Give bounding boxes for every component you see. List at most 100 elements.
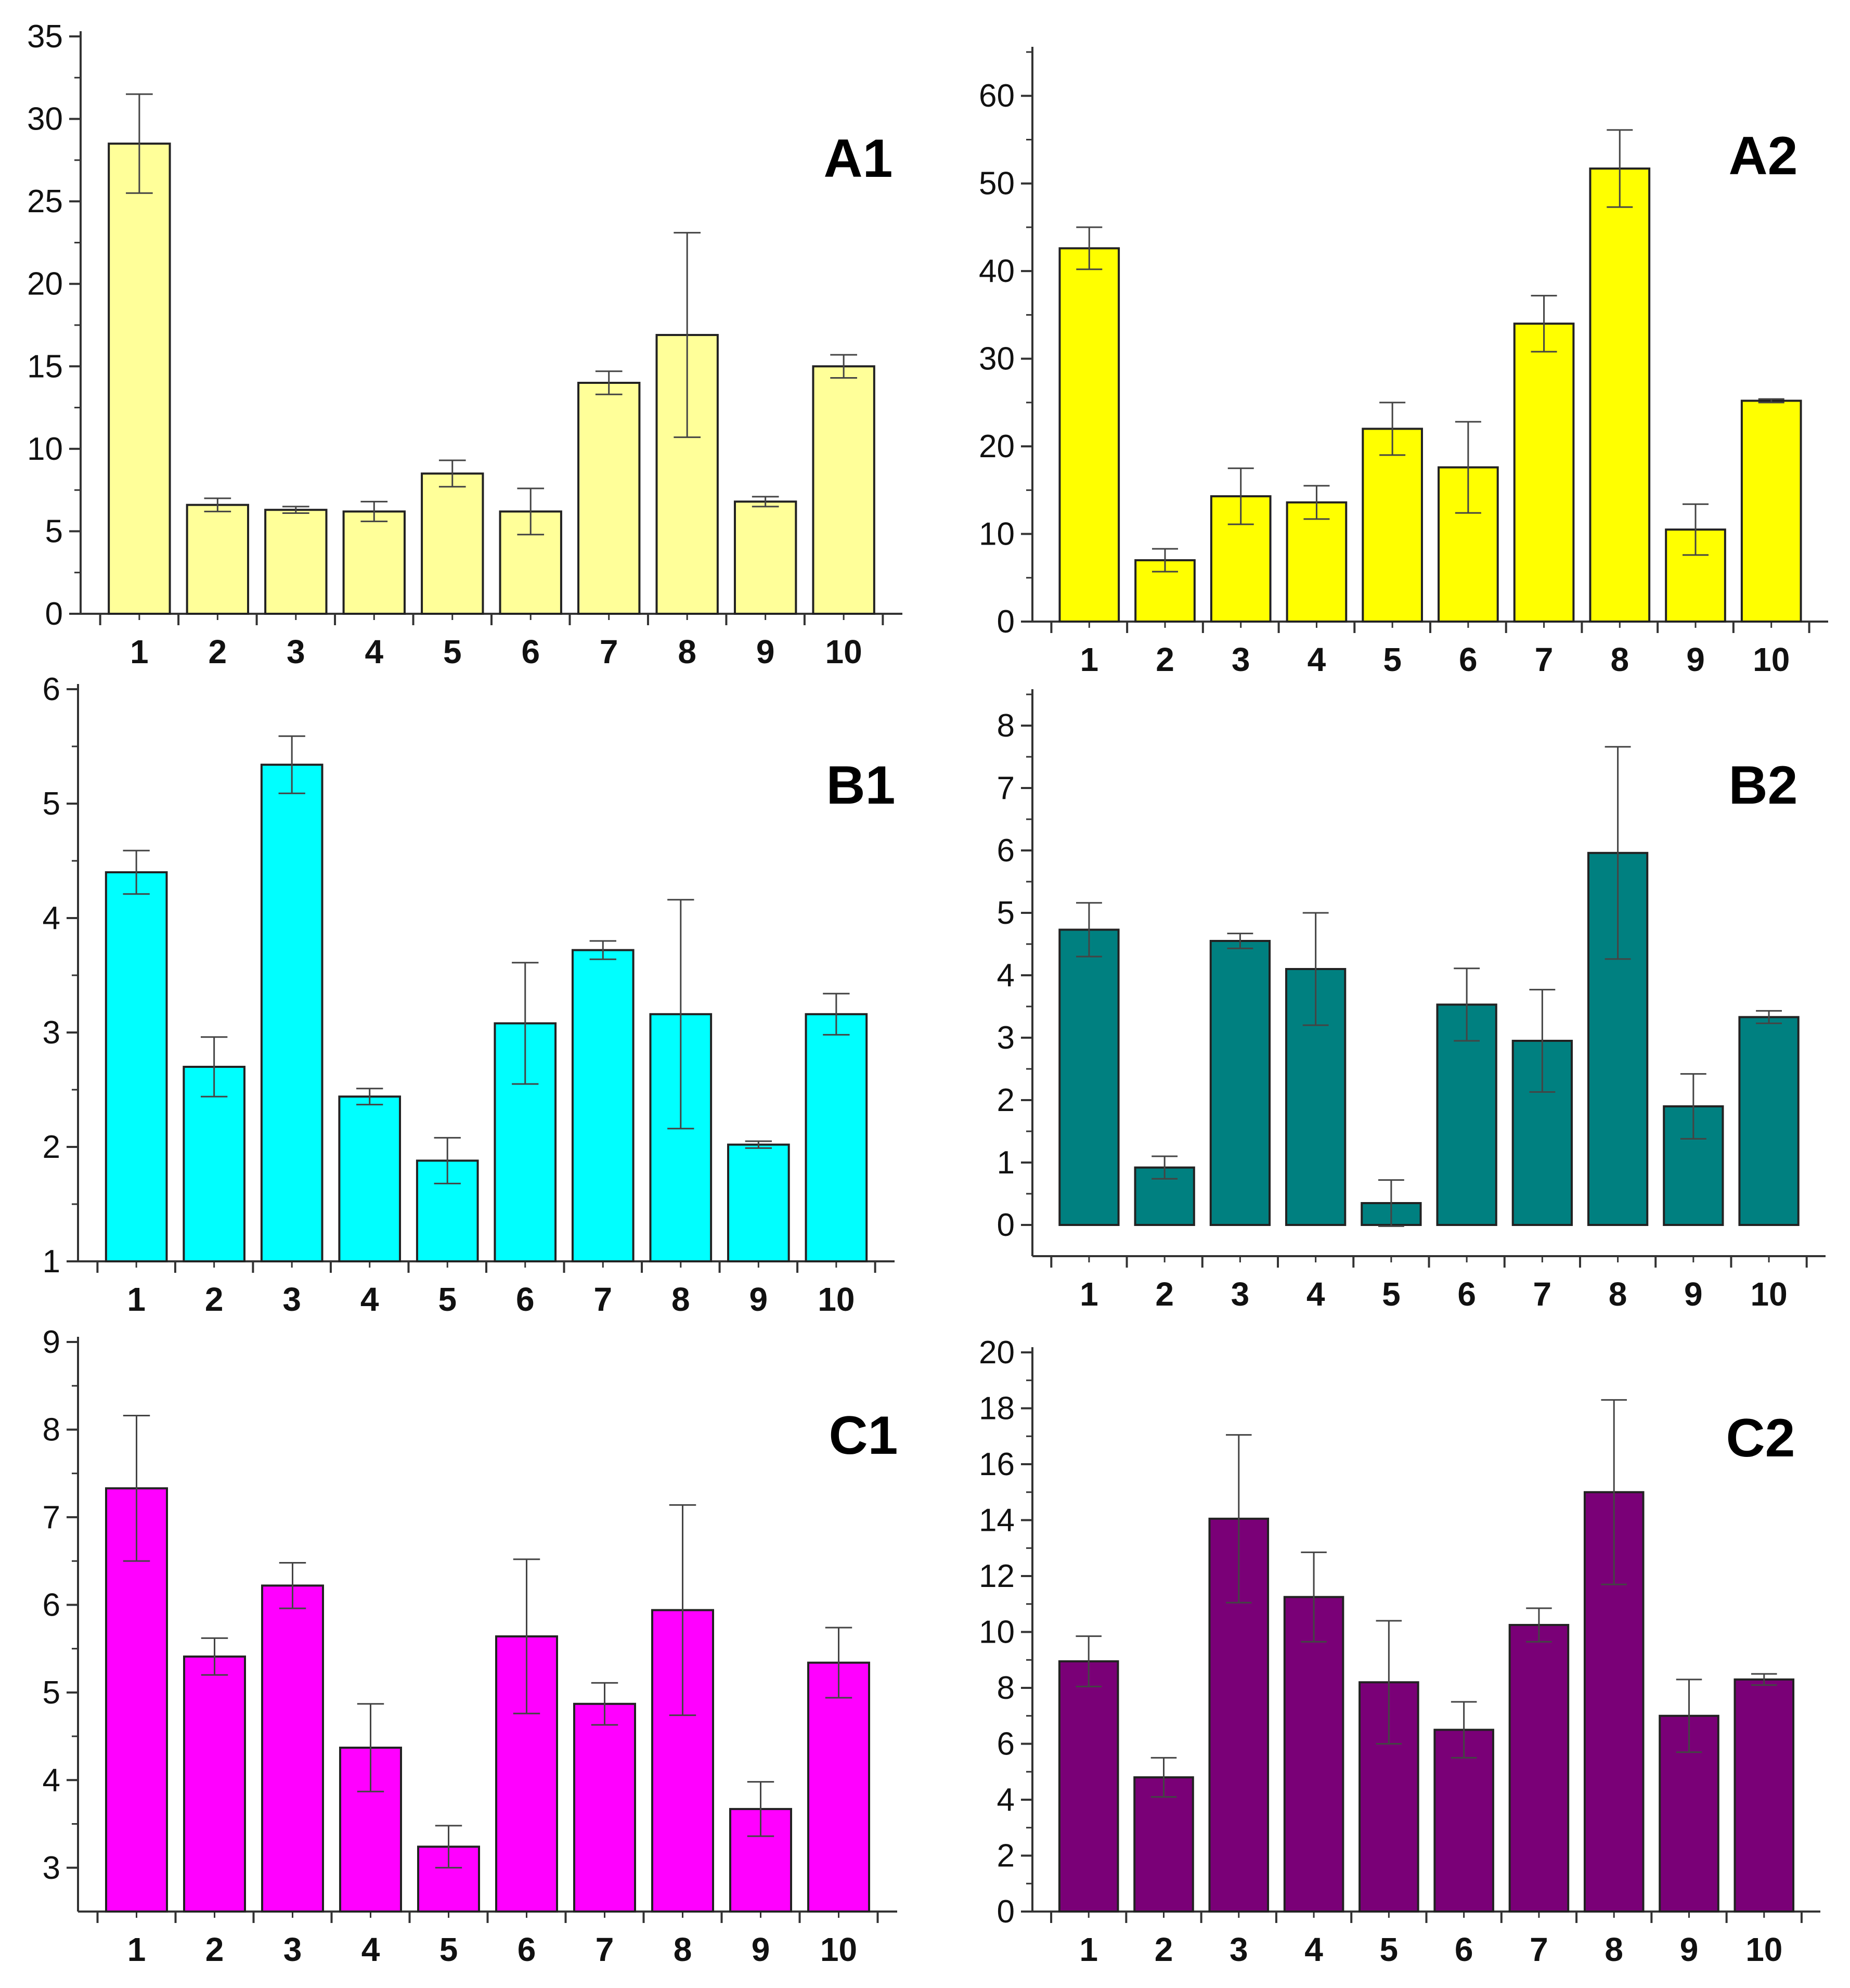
x-tick-label: 4	[360, 1281, 379, 1318]
x-tick-label: 6	[518, 1931, 536, 1968]
chart-panel-c1: 3 4 5 6 7 8 9 1 2 3 4 5 6 7 8 9 10 C1	[43, 1324, 898, 1968]
bar-a1-1	[108, 143, 171, 615]
bar-b1-10	[805, 1013, 868, 1263]
y-tick-label: 1	[43, 1244, 60, 1280]
bar-c2-4	[1283, 1596, 1344, 1913]
y-tick-label: 4	[43, 1762, 60, 1798]
y-tick-label: 5	[45, 513, 63, 549]
chart-panel-a1: 0 5 10 15 20 25 30 35 1 2 3 4 5 6 7 8 9 10 A1	[27, 19, 902, 670]
bar-b2-3	[1209, 940, 1271, 1226]
x-tick-label: 9	[749, 1281, 768, 1318]
x-tick-label: 1	[1080, 641, 1098, 678]
y-tick-label: 3	[43, 1015, 60, 1051]
x-tick-label: 10	[1750, 1275, 1787, 1313]
x-tick-label: 8	[1610, 641, 1629, 678]
y-tick-label: 7	[997, 770, 1015, 806]
bar-b1-9	[727, 1143, 790, 1263]
x-tick-label: 5	[443, 633, 462, 670]
y-tick-label: 20	[979, 1335, 1015, 1371]
y-tick-label: 6	[997, 833, 1015, 869]
x-tick-label: 7	[596, 1931, 614, 1968]
bar-a1-7	[577, 382, 641, 615]
y-tick-label: 3	[997, 1020, 1015, 1056]
y-tick-label: 40	[979, 253, 1015, 289]
y-tick-label: 12	[979, 1558, 1015, 1594]
y-tick-label: 5	[997, 895, 1015, 931]
panel-title-b1: B1	[826, 755, 896, 816]
x-tick-label: 4	[361, 1931, 380, 1968]
y-tick-label: 30	[979, 341, 1015, 377]
x-tick-label: 9	[1686, 641, 1705, 678]
x-tick-label: 7	[1530, 1931, 1548, 1968]
bar-a1-3	[264, 509, 328, 615]
panel-title-a1: A1	[824, 128, 893, 189]
x-tick-label: 10	[825, 633, 862, 670]
y-tick-label: 5	[43, 1675, 60, 1711]
chart-panel-b2: 0 1 2 3 4 5 6 7 8 1 2 3 4 5 6 7 8 9 10 B2	[997, 689, 1826, 1313]
y-tick-label: 18	[979, 1391, 1015, 1427]
x-tick-label: 1	[127, 1931, 146, 1968]
bar-a2-1	[1058, 247, 1120, 623]
y-tick-label: 4	[997, 958, 1015, 993]
y-tick-label: 20	[979, 429, 1015, 464]
x-tick-label: 9	[756, 633, 775, 670]
bar-a1-2	[186, 504, 250, 615]
x-tick-label: 7	[600, 633, 618, 670]
x-tick-label: 4	[1308, 641, 1326, 678]
y-tick-label: 50	[979, 166, 1015, 202]
y-tick-label: 20	[27, 266, 63, 302]
bar-a2-8	[1589, 167, 1651, 623]
x-tick-label: 6	[1455, 1931, 1473, 1968]
bar-b2-1	[1058, 928, 1120, 1226]
y-tick-label: 0	[997, 1207, 1015, 1243]
bar-b1-1	[105, 871, 168, 1262]
bar-b1-3	[260, 764, 324, 1262]
x-tick-label: 8	[678, 633, 696, 670]
x-tick-label: 8	[674, 1931, 692, 1968]
x-tick-label: 9	[1684, 1275, 1703, 1313]
y-tick-label: 2	[997, 1838, 1015, 1874]
x-tick-label: 6	[1459, 641, 1478, 678]
bar-a1-9	[733, 500, 797, 615]
x-tick-label: 6	[516, 1281, 535, 1318]
x-tick-label: 5	[1383, 641, 1402, 678]
y-tick-label: 8	[997, 708, 1015, 744]
panel-title-c2: C2	[1726, 1408, 1795, 1468]
y-tick-label: 0	[997, 604, 1015, 640]
x-tick-label: 5	[1380, 1931, 1399, 1968]
y-tick-label: 16	[979, 1447, 1015, 1482]
x-tick-label: 1	[130, 633, 149, 670]
x-tick-label: 1	[127, 1281, 146, 1318]
panel-title-a2: A2	[1729, 126, 1798, 186]
x-tick-label: 4	[1304, 1931, 1323, 1968]
x-tick-label: 3	[1232, 641, 1250, 678]
bar-a1-4	[342, 510, 406, 615]
x-tick-label: 9	[1680, 1931, 1699, 1968]
x-tick-label: 2	[1156, 641, 1174, 678]
bar-c1-10	[807, 1661, 870, 1913]
x-tick-label: 5	[1382, 1275, 1401, 1313]
bar-a2-4	[1286, 501, 1348, 623]
x-tick-label: 1	[1079, 1931, 1098, 1968]
y-tick-label: 8	[997, 1670, 1015, 1706]
x-tick-label: 4	[1306, 1275, 1325, 1313]
chart-panel-b1: 1 2 3 4 5 6 1 2 3 4 5 6 7 8 9 10 B1	[43, 672, 896, 1318]
bar-c2-1	[1058, 1660, 1119, 1913]
y-tick-label: 60	[979, 78, 1015, 114]
x-tick-label: 10	[1745, 1931, 1782, 1968]
x-tick-label: 7	[1535, 641, 1554, 678]
x-tick-label: 6	[1457, 1275, 1476, 1313]
x-tick-label: 5	[438, 1281, 457, 1318]
bar-a1-10	[812, 365, 875, 615]
y-tick-label: 25	[27, 184, 63, 220]
x-tick-label: 2	[1155, 1931, 1173, 1968]
chart-panel-a2: 0 10 20 30 40 50 60 1 2 3 4 5 6 7 8 9 10 A2	[979, 47, 1828, 678]
y-tick-label: 5	[43, 786, 60, 822]
x-tick-label: 7	[593, 1281, 612, 1318]
bar-c2-2	[1133, 1776, 1194, 1913]
y-tick-label: 4	[997, 1782, 1015, 1818]
x-tick-label: 10	[820, 1931, 857, 1968]
x-tick-label: 3	[283, 1931, 302, 1968]
y-tick-label: 0	[997, 1894, 1015, 1930]
